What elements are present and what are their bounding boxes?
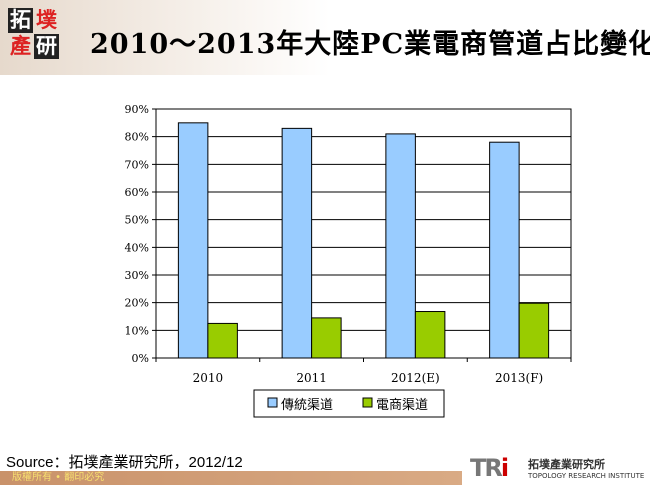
y-tick-label: 40% — [125, 241, 149, 254]
bar-ecommerce — [518, 302, 550, 359]
y-tick-label: 10% — [125, 324, 149, 337]
bar-traditional — [489, 141, 520, 359]
x-tick-label: 2013(F) — [495, 371, 543, 385]
logo-char: 墣 — [36, 8, 57, 32]
y-tick-label: 70% — [125, 158, 149, 171]
logo-char: 研 — [34, 34, 59, 59]
brand-logo: TRi 拓墣產業研究所 TOPOLOGY RESEARCH INSTITUTE — [462, 454, 650, 485]
x-tick-label: 2012(E) — [391, 371, 440, 385]
legend-swatch — [267, 397, 278, 408]
bar-traditional — [385, 133, 416, 359]
brand-mark: TR — [470, 454, 503, 482]
legend-label: 電商渠道 — [376, 398, 428, 413]
y-tick-label: 60% — [125, 186, 149, 199]
logo: 拓 墣 產 研 — [8, 8, 60, 60]
copyright-text: 版權所有 • 翻印必究 — [12, 472, 105, 483]
y-tick-label: 50% — [125, 214, 149, 227]
x-tick-label: 2010 — [193, 371, 224, 385]
legend-label: 傳統渠道 — [281, 398, 333, 413]
brand-cn: 拓墣產業研究所 — [528, 458, 605, 471]
bar-traditional — [281, 127, 313, 359]
y-tick-label: 90% — [125, 103, 149, 116]
y-tick-label: 0% — [132, 352, 149, 365]
x-tick-label: 2011 — [296, 371, 327, 385]
bar-traditional — [177, 122, 209, 359]
brand-en: TOPOLOGY RESEARCH INSTITUTE — [528, 472, 645, 480]
y-tick-label: 80% — [125, 131, 149, 144]
page-title: 2010～2013年大陸PC業電商管道占比變化 — [90, 29, 650, 60]
logo-char: 產 — [10, 34, 31, 58]
logo-char: 拓 — [8, 8, 33, 33]
bar-ecommerce — [311, 317, 342, 359]
source-note: Source：拓墣產業研究所，2012/12 — [6, 454, 243, 471]
brand-mark-i: i — [500, 454, 509, 482]
legend-swatch — [362, 397, 373, 408]
bar-ecommerce — [414, 311, 446, 359]
legend-box — [253, 389, 445, 418]
bar-ecommerce — [207, 322, 238, 359]
y-tick-label: 30% — [125, 269, 149, 282]
y-tick-label: 20% — [125, 297, 149, 310]
